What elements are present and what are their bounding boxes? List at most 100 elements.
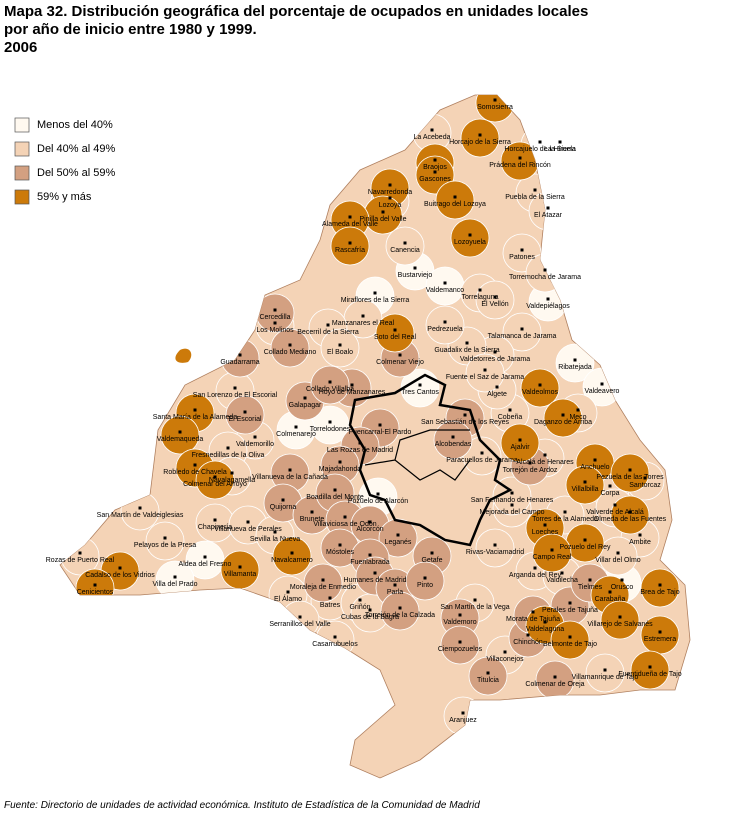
municipality-name: Carabaña <box>595 596 626 603</box>
municipality-name: Villanueva de la Cañada <box>252 474 328 481</box>
municipality-area <box>450 218 490 258</box>
municipality-name: Arganda del Rey <box>509 572 562 579</box>
municipality-marker <box>543 523 547 527</box>
municipality-area <box>220 550 260 590</box>
municipality-marker <box>518 156 522 160</box>
municipality-marker <box>388 196 392 200</box>
municipality-name: Algete <box>487 391 507 398</box>
municipality-name: Villamanta <box>224 571 257 578</box>
legend-label: 59% y más <box>37 191 92 203</box>
municipality-area <box>630 650 670 690</box>
municipality-marker <box>458 640 462 644</box>
municipality-marker <box>520 248 524 252</box>
municipality-name: Villarejo de Salvanés <box>587 621 653 628</box>
municipality-name: Brea de Tajo <box>640 589 679 596</box>
municipality-name: Villar del Olmo <box>595 557 640 564</box>
municipality-name: Alcalá de Henares <box>516 459 574 466</box>
municipality-name: Alcobendas <box>435 441 472 448</box>
municipality-area <box>610 495 650 535</box>
legend-swatch <box>14 165 30 181</box>
municipality-marker <box>213 518 217 522</box>
municipality-name: Tres Cantos <box>401 389 439 396</box>
municipality-name: Collado Villalba <box>306 386 354 393</box>
municipality-name: Fuenlabrada <box>350 559 389 566</box>
municipality-area <box>120 491 160 531</box>
municipality-name: Valdepiélagos <box>526 303 570 310</box>
municipality-marker <box>583 538 587 542</box>
region <box>59 94 691 779</box>
municipality-area <box>225 395 265 435</box>
municipality-name: Bustarviejo <box>398 272 433 279</box>
municipality-name: Colmenar de Oreja <box>525 681 584 688</box>
municipality-area <box>425 305 465 345</box>
municipality-marker <box>381 210 385 214</box>
municipality-marker <box>658 583 662 587</box>
municipality-marker <box>520 327 524 331</box>
municipality-area <box>475 528 515 568</box>
municipality-marker <box>226 446 230 450</box>
municipality-marker <box>338 543 342 547</box>
municipality-area <box>320 328 360 368</box>
municipality-name: Fuentidueña de Tajo <box>618 671 681 678</box>
municipality-marker <box>178 430 182 434</box>
municipality-name: Chinchón <box>513 639 543 646</box>
municipality-area <box>380 591 420 631</box>
municipality-area <box>405 561 445 601</box>
municipality-marker <box>328 596 332 600</box>
municipality-name: Boadilla del Monte <box>306 494 364 501</box>
municipality-marker <box>118 566 122 570</box>
municipality-marker <box>493 543 497 547</box>
municipality-name: El Vellón <box>481 301 508 308</box>
municipality-area <box>460 118 500 158</box>
municipality-name: Prádena del Rincón <box>489 162 551 169</box>
municipality-name: Valdeavero <box>585 388 620 395</box>
municipality-marker <box>373 291 377 295</box>
municipality-name: Pelayos de la Presa <box>134 542 196 549</box>
municipality-name: Pozuelo del Rey <box>560 544 611 551</box>
municipality-marker <box>618 615 622 619</box>
municipality-name: Quijorna <box>270 504 297 511</box>
municipality-name: Cenicientos <box>77 589 114 596</box>
municipality-name: Valdeolmos <box>522 389 559 396</box>
municipality-marker <box>398 353 402 357</box>
municipality-name: Pedrezuela <box>427 326 463 333</box>
municipality-area <box>475 280 515 320</box>
municipality-marker <box>493 98 497 102</box>
municipality-marker <box>273 530 277 534</box>
municipality-name: Estremera <box>644 636 676 643</box>
municipality-name: Aranjuez <box>449 717 477 724</box>
municipality-marker <box>583 480 587 484</box>
municipality-marker <box>288 343 292 347</box>
municipality-name: Perales de Tajuña <box>542 607 598 614</box>
municipality-area <box>465 353 505 393</box>
municipality-name: Torres de la Alameda <box>532 516 598 523</box>
municipality-name: El Álamo <box>274 594 302 603</box>
municipality-marker <box>603 668 607 672</box>
municipality-marker <box>328 420 332 424</box>
municipality-name: Villanueva de Perales <box>214 526 282 533</box>
municipality-marker <box>503 650 507 654</box>
municipality-name: Serranillos del Valle <box>269 621 330 628</box>
municipality-marker <box>368 553 372 557</box>
legend-label: Del 50% al 59% <box>37 167 115 179</box>
municipality-marker <box>478 133 482 137</box>
municipality-area <box>375 313 415 353</box>
municipality-name: Fuente el Saz de Jarama <box>446 374 524 381</box>
municipality-name: Valdemoro <box>443 619 476 626</box>
municipality-marker <box>573 358 577 362</box>
municipality-name: Somosierra <box>477 104 513 111</box>
municipality-marker <box>413 266 417 270</box>
municipality-marker <box>350 383 354 387</box>
municipality-name: Galapagar <box>289 402 322 409</box>
municipality-marker <box>613 503 617 507</box>
municipality-marker <box>321 578 325 582</box>
municipality-name: Valdemorillo <box>236 441 274 448</box>
municipality-name: San Martín de la Vega <box>440 604 509 611</box>
municipality-name: El Escorial <box>228 416 262 423</box>
municipality-name: Morata de Tajuña <box>506 616 560 623</box>
municipality-name: Alcorcón <box>356 526 383 533</box>
municipality-area <box>433 420 473 460</box>
municipality-area <box>550 620 590 660</box>
municipality-area <box>160 415 200 455</box>
municipality-area <box>535 660 575 700</box>
